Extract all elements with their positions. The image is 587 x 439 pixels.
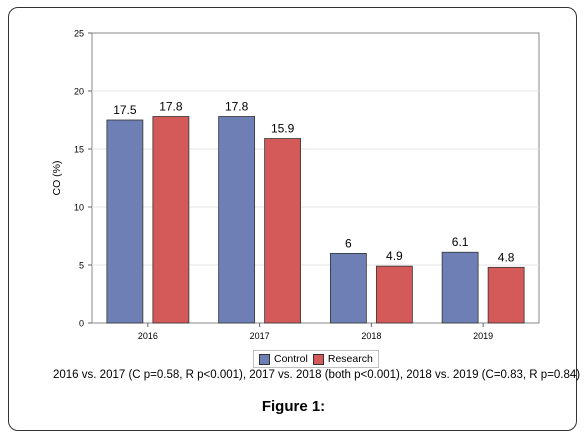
legend-swatch-control	[259, 353, 270, 365]
bar-research-2016	[152, 116, 190, 324]
legend-label-control: Control	[274, 353, 308, 365]
value-label: 17.5	[113, 103, 137, 117]
y-tick-label: 20	[74, 87, 84, 97]
bar-control-2017	[218, 116, 256, 324]
value-label: 17.8	[159, 100, 183, 114]
y-tick-label: 0	[79, 319, 84, 329]
bar-research-2018	[375, 265, 413, 324]
figure-title: Figure 1:	[261, 398, 326, 415]
y-axis-label: CO (%)	[51, 161, 63, 196]
bar-research-2017	[264, 138, 302, 324]
legend-swatch-research	[312, 353, 324, 365]
y-tick-label: 10	[74, 203, 84, 213]
value-labels: 17.5 17.8 17.8 15.9 6 4.9 6.1 4.8	[113, 100, 515, 265]
figure-caption: 2016 vs. 2017 (C p=0.58, R p<0.001), 201…	[53, 369, 581, 381]
bars	[106, 116, 525, 324]
value-label: 6.1	[452, 235, 469, 249]
legend-item-research: Research	[312, 353, 373, 365]
legend-label-research: Research	[327, 353, 373, 365]
x-tick-label: 2018	[361, 331, 381, 341]
bar-control-2018	[329, 252, 367, 324]
x-tick-label: 2019	[473, 331, 493, 341]
x-tick-label: 2017	[250, 331, 270, 341]
y-tick-label: 25	[74, 29, 84, 39]
value-label: 15.9	[271, 122, 295, 136]
value-label: 17.8	[225, 100, 249, 114]
y-tick-label: 5	[79, 261, 84, 271]
value-label: 6	[345, 236, 352, 250]
bar-research-2019	[487, 266, 525, 324]
legend-item-control: Control	[259, 353, 308, 365]
y-tick-label: 15	[74, 145, 84, 155]
bar-control-2016	[106, 119, 144, 324]
value-label: 4.9	[386, 249, 403, 263]
y-axis-ticks: 0 5 10 15 20 25	[74, 29, 92, 329]
value-label: 4.8	[498, 250, 515, 264]
x-tick-label: 2016	[138, 331, 158, 341]
x-axis-ticks: 2016 2017 2018 2019	[138, 323, 493, 341]
bar-control-2019	[441, 251, 479, 324]
legend: Control Research	[253, 350, 379, 368]
